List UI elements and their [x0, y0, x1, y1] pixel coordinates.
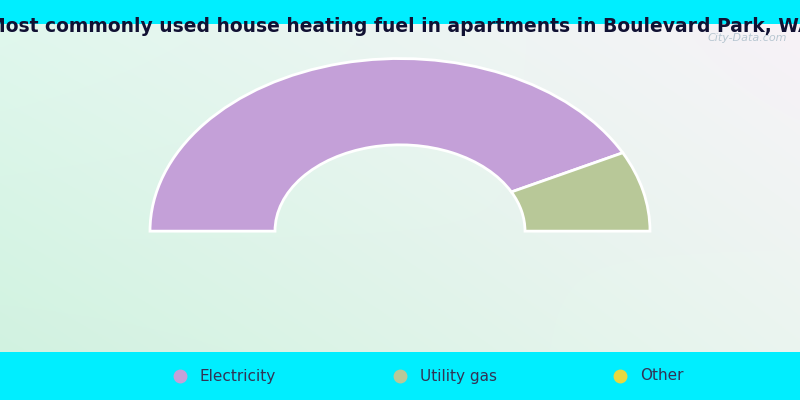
Wedge shape — [150, 58, 622, 231]
Text: Utility gas: Utility gas — [420, 368, 497, 384]
Wedge shape — [511, 153, 650, 231]
Text: Other: Other — [640, 368, 683, 384]
Text: Electricity: Electricity — [200, 368, 276, 384]
Text: Most commonly used house heating fuel in apartments in Boulevard Park, WA: Most commonly used house heating fuel in… — [0, 17, 800, 36]
Text: City-Data.com: City-Data.com — [708, 33, 787, 43]
